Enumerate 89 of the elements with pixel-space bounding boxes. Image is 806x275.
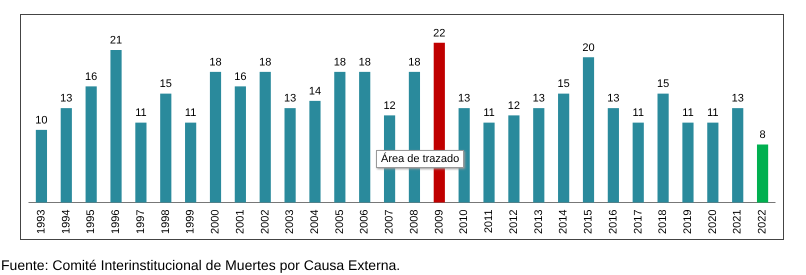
bar	[334, 72, 346, 203]
bar	[582, 57, 594, 203]
x-tick-label: 2006	[358, 210, 371, 234]
bar	[160, 94, 172, 203]
data-label: 13	[732, 92, 744, 105]
data-label: 11	[632, 107, 644, 120]
data-label: 16	[234, 70, 246, 83]
data-label: 18	[209, 56, 222, 68]
bar	[658, 94, 669, 203]
data-label: 15	[160, 78, 172, 90]
data-label: 13	[60, 92, 72, 105]
x-tick-label: 2001	[234, 210, 246, 234]
x-tick-label: 2007	[384, 210, 396, 234]
bar	[707, 122, 718, 203]
data-label: 11	[682, 107, 694, 120]
data-label: 15	[656, 78, 670, 90]
bar	[756, 144, 768, 203]
data-label: 15	[558, 78, 570, 90]
x-tick-label: 1999	[184, 210, 197, 234]
x-tick-label: 2000	[210, 210, 222, 234]
data-label: 20	[582, 42, 595, 54]
data-label: 11	[184, 107, 196, 120]
x-tick-label: 2011	[483, 210, 496, 234]
data-label: 13	[458, 92, 470, 105]
data-label: 18	[358, 56, 371, 68]
x-tick-label: 2010	[458, 210, 470, 234]
x-tick-label: 2005	[334, 210, 346, 234]
bar	[309, 100, 321, 203]
x-tick-label: 1996	[110, 210, 122, 234]
data-label: 12	[383, 100, 396, 112]
x-tick-label: 1997	[134, 210, 147, 234]
bar	[210, 72, 222, 203]
bar	[732, 108, 744, 203]
x-tick-label: 2004	[309, 210, 321, 234]
data-label: 21	[110, 34, 122, 47]
bar	[632, 122, 644, 203]
bar	[483, 122, 495, 203]
x-tick-label: 2015	[582, 210, 595, 234]
x-tick-label: 2022	[756, 210, 769, 234]
x-tick-label: 2009	[433, 210, 446, 234]
bar	[458, 108, 470, 203]
x-tick-label: 2018	[657, 210, 670, 234]
x-tick-label: 2020	[706, 210, 719, 234]
data-label: 16	[85, 70, 98, 83]
annotation: Área de trazado	[376, 150, 464, 168]
bar	[36, 130, 48, 203]
bar	[508, 115, 520, 203]
bar	[682, 122, 694, 203]
bar	[359, 72, 370, 203]
data-label: 13	[607, 92, 620, 105]
x-tick-label: 2017	[632, 210, 644, 234]
data-label: 18	[334, 56, 346, 68]
x-tick-label: 2012	[508, 210, 520, 234]
bar	[284, 108, 296, 203]
data-label: 10	[35, 114, 48, 126]
data-label: 8	[760, 128, 766, 141]
source-note: Fuente: Comité Interinstitucional de Muertes por Causa Externa.	[1, 257, 400, 273]
x-tick-label: 1998	[160, 210, 172, 234]
x-tick-label: 2016	[607, 210, 620, 234]
bar	[60, 108, 72, 203]
data-label: 14	[308, 85, 322, 98]
bar	[135, 122, 146, 203]
bar	[533, 108, 544, 203]
x-tick-label: 1993	[35, 210, 48, 234]
bar	[260, 72, 271, 203]
data-label: 11	[707, 107, 719, 120]
data-label: 11	[135, 107, 147, 120]
bar	[185, 122, 196, 203]
data-label: 22	[433, 27, 446, 40]
x-tick-label: 1994	[60, 210, 72, 234]
data-label: 18	[408, 56, 421, 68]
bar	[234, 86, 246, 203]
bar	[558, 94, 570, 203]
bar	[608, 108, 619, 203]
x-tick-label: 2021	[732, 210, 744, 234]
x-tick-label: 2019	[682, 210, 694, 234]
x-tick-label: 2002	[259, 210, 272, 234]
data-label: 13	[284, 92, 296, 105]
x-tick-label: 2013	[532, 210, 545, 234]
x-tick-label: 2003	[284, 210, 296, 234]
data-label: 18	[259, 56, 272, 68]
bar	[110, 50, 122, 203]
data-label: 11	[483, 107, 495, 120]
x-tick-label: 2008	[408, 210, 420, 234]
x-tick-label: 1995	[85, 210, 98, 234]
data-label: 13	[532, 92, 545, 105]
bar	[86, 86, 97, 203]
data-label: 12	[508, 100, 520, 112]
x-tick-label: 2014	[558, 210, 570, 234]
